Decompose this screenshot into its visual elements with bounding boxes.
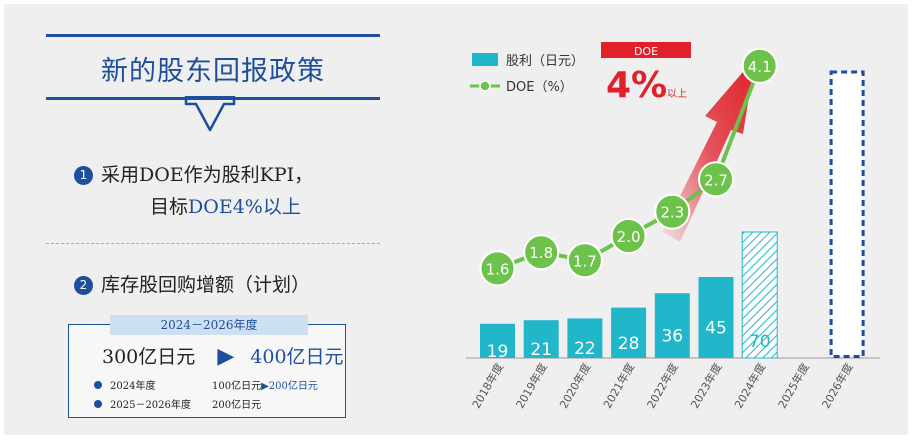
- rising-arrow-icon: [662, 58, 755, 242]
- doe-point: [698, 161, 734, 198]
- doe-point: [523, 234, 560, 271]
- bar-2018年度: [480, 323, 515, 358]
- title-banner: 新的股东回报政策: [46, 34, 380, 100]
- bar-2023年度: [698, 277, 734, 358]
- buyback-row-1-value: 100亿日元▶200亿日元: [212, 377, 318, 392]
- bar-2022年度: [654, 293, 690, 358]
- bar-2024年度: [741, 231, 778, 359]
- policy-item-1-target: 目标DOE4%以上: [150, 192, 301, 219]
- policy-item-2: 2 库存股回购增额（计划）: [74, 270, 310, 297]
- dividend-label: 19: [487, 342, 509, 362]
- category-label: 2020年度: [556, 361, 593, 411]
- item2-text: 库存股回购增额（计划）: [101, 274, 311, 296]
- dividend-label: 70: [749, 332, 771, 352]
- row1-label: 2024年度: [110, 381, 156, 392]
- play-arrow-icon: ▶: [261, 381, 269, 392]
- dividend-label: 22: [574, 339, 596, 359]
- category-label: 2024年度: [731, 361, 768, 411]
- category-label: 2019年度: [513, 361, 550, 411]
- legend-dot-swatch: [479, 80, 491, 92]
- bullet-icon: [94, 400, 102, 408]
- row2-label: 2025－2026年度: [110, 400, 191, 411]
- category-label: 2018年度: [469, 361, 506, 411]
- annotation-suffix: 以上: [667, 88, 687, 100]
- dividend-label: 36: [661, 327, 683, 347]
- legend-label: 股利（日元）: [506, 54, 584, 69]
- legend-label: DOE（%）: [506, 80, 573, 95]
- row1-value-a: 100亿日元: [212, 381, 262, 392]
- play-arrow-icon: ▶: [217, 344, 235, 369]
- category-label: 2026年度: [819, 361, 856, 411]
- annotation-tag: DOE: [634, 45, 658, 58]
- bar-2021年度: [611, 307, 647, 358]
- doe-point: [610, 218, 647, 254]
- doe-label: 2.3: [660, 204, 684, 222]
- annotation-value: 4%: [606, 65, 667, 106]
- policy-item-1: 1 采用DOE作为股利KPI，: [74, 160, 313, 187]
- dividend-label: 28: [618, 334, 640, 354]
- doe-label: 1.6: [486, 260, 510, 278]
- category-label: 2025年度: [775, 361, 812, 411]
- buyback-period: 2024－2026年度: [110, 315, 308, 335]
- item1-line2a: 目标: [150, 196, 189, 218]
- bar-2020年度: [567, 318, 603, 358]
- buyback-to: 400亿日元: [250, 346, 344, 368]
- dividend-label: 45: [705, 319, 727, 339]
- doe-label: 1.8: [529, 244, 553, 262]
- number-badge: 1: [74, 166, 93, 185]
- doe-label: 4.1: [748, 58, 772, 76]
- doe-point: [566, 242, 603, 279]
- down-arrow-icon: [184, 96, 236, 132]
- legend-bar-swatch: [472, 53, 498, 66]
- item1-line2b: DOE4%以上: [188, 196, 301, 218]
- row1-value-b: 200亿日元: [268, 381, 318, 392]
- buyback-from: 300亿日元: [102, 346, 196, 368]
- bar-2019年度: [523, 320, 559, 358]
- annotation-tag-bg: [601, 42, 691, 58]
- category-label: 2022年度: [644, 361, 681, 411]
- buyback-row-2: 2025－2026年度: [94, 396, 191, 411]
- number-badge: 2: [74, 276, 93, 295]
- dividend-label: 21: [530, 340, 552, 360]
- buyback-row-1: 2024年度: [94, 377, 155, 392]
- doe-label: 2.0: [617, 228, 641, 246]
- item1-line1: 采用DOE作为股利KPI，: [101, 164, 314, 186]
- page-title: 新的股东回报政策: [101, 56, 325, 87]
- divider: [46, 243, 380, 244]
- doe-point: [741, 47, 778, 84]
- category-label: 2023年度: [687, 361, 724, 411]
- doe-label: 2.7: [704, 171, 728, 189]
- buyback-amounts: 300亿日元 ▶ 400亿日元: [102, 342, 344, 369]
- doe-point: [479, 250, 516, 287]
- doe-point: [654, 193, 691, 230]
- category-label: 2021年度: [600, 361, 637, 411]
- doe-label: 1.7: [573, 252, 597, 270]
- buyback-row-2-value: 200亿日元: [212, 400, 262, 411]
- bar-2026年度: [829, 70, 865, 358]
- bullet-icon: [94, 381, 102, 389]
